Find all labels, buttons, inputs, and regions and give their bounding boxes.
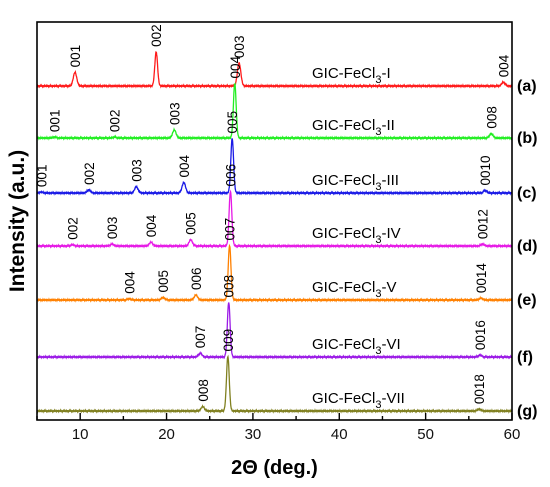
peak-label: 001 bbox=[47, 110, 62, 133]
peak-label: 003 bbox=[105, 217, 120, 240]
sample-label: GIC-FeCl3-IV bbox=[312, 225, 401, 246]
peak-label: 005 bbox=[225, 111, 240, 134]
peak-label: 001 bbox=[34, 165, 49, 188]
plot-frame bbox=[36, 21, 513, 421]
peak-label: 003 bbox=[129, 159, 144, 182]
series-line bbox=[36, 189, 513, 249]
sample-label: GIC-FeCl3-II bbox=[312, 117, 395, 138]
series-tag: (c) bbox=[517, 185, 537, 202]
peak-label: 0010 bbox=[478, 155, 493, 185]
peak-label: 002 bbox=[149, 24, 164, 47]
x-tick-label: 50 bbox=[417, 426, 434, 443]
peak-label: 008 bbox=[484, 106, 499, 129]
peak-label: 006 bbox=[189, 268, 204, 291]
x-tick-label: 30 bbox=[245, 426, 262, 443]
peak-label: 006 bbox=[223, 164, 238, 187]
peak-label: 0012 bbox=[476, 209, 491, 239]
peak-label: 008 bbox=[196, 379, 211, 402]
series-line bbox=[36, 302, 513, 360]
peak-label: 007 bbox=[223, 218, 238, 241]
peak-label: 009 bbox=[221, 329, 236, 352]
x-tick-label: 60 bbox=[504, 426, 521, 443]
series-5: 004 005 006 007 0014 GIC-FeCl3-V (e) bbox=[36, 218, 537, 309]
peak-label: 007 bbox=[193, 326, 208, 349]
sample-label: GIC-FeCl3-V bbox=[312, 279, 396, 300]
series-3: 001 002 003 004 005 0010 GIC-FeCl3-III (c) bbox=[34, 111, 536, 202]
peak-label: 004 bbox=[144, 214, 159, 237]
peak-label: 004 bbox=[228, 55, 243, 78]
series-4: 002 003 004 005 006 0012 GIC-FeCl3-IV (d) bbox=[36, 164, 537, 255]
peak-label: 004 bbox=[177, 154, 192, 177]
peak-label: 003 bbox=[232, 36, 247, 59]
series-tag: (g) bbox=[517, 403, 537, 420]
series-line bbox=[36, 138, 513, 196]
x-tick-label: 20 bbox=[158, 426, 175, 443]
peak-label: 004 bbox=[122, 271, 137, 294]
sample-label: GIC-FeCl3-VI bbox=[312, 336, 401, 357]
peak-label: 001 bbox=[68, 45, 83, 68]
sample-label: GIC-FeCl3-III bbox=[312, 172, 399, 193]
x-axis: 10 20 30 40 50 60 bbox=[36, 413, 521, 443]
series-tag: (f) bbox=[517, 349, 533, 366]
series-6: 007 008 0016 GIC-FeCl3-VI (f) bbox=[36, 275, 533, 366]
series-7: 008 009 0018 GIC-FeCl3-VII (g) bbox=[36, 329, 537, 420]
peak-label: 004 bbox=[496, 54, 511, 77]
series-2: 001 002 003 004 008 GIC-FeCl3-II (b) bbox=[36, 55, 537, 147]
peak-label: 0016 bbox=[473, 320, 488, 350]
peak-label: 002 bbox=[82, 162, 97, 185]
series-line bbox=[36, 82, 513, 141]
sample-label: GIC-FeCl3-I bbox=[312, 65, 391, 86]
peak-label: 0014 bbox=[474, 263, 489, 294]
peak-label: 0018 bbox=[472, 374, 487, 404]
peak-label: 003 bbox=[167, 102, 182, 125]
series-tag: (e) bbox=[517, 292, 537, 309]
series-tag: (a) bbox=[517, 78, 537, 95]
peak-label: 002 bbox=[108, 110, 123, 133]
x-tick-label: 10 bbox=[72, 426, 89, 443]
series-tag: (b) bbox=[517, 130, 537, 147]
peak-label: 005 bbox=[156, 270, 171, 293]
series-line bbox=[36, 354, 513, 414]
y-axis-title: Intensity (a.u.) bbox=[6, 150, 29, 292]
peak-label: 005 bbox=[184, 212, 199, 235]
sample-label: GIC-FeCl3-VII bbox=[312, 390, 405, 411]
series-line bbox=[36, 243, 513, 303]
x-axis-title: 2Θ (deg.) bbox=[231, 457, 318, 479]
series-tag: (d) bbox=[517, 238, 537, 255]
series-line bbox=[36, 51, 513, 89]
peak-label: 008 bbox=[222, 275, 237, 298]
peak-label: 002 bbox=[65, 217, 80, 240]
x-tick-label: 40 bbox=[331, 426, 348, 443]
